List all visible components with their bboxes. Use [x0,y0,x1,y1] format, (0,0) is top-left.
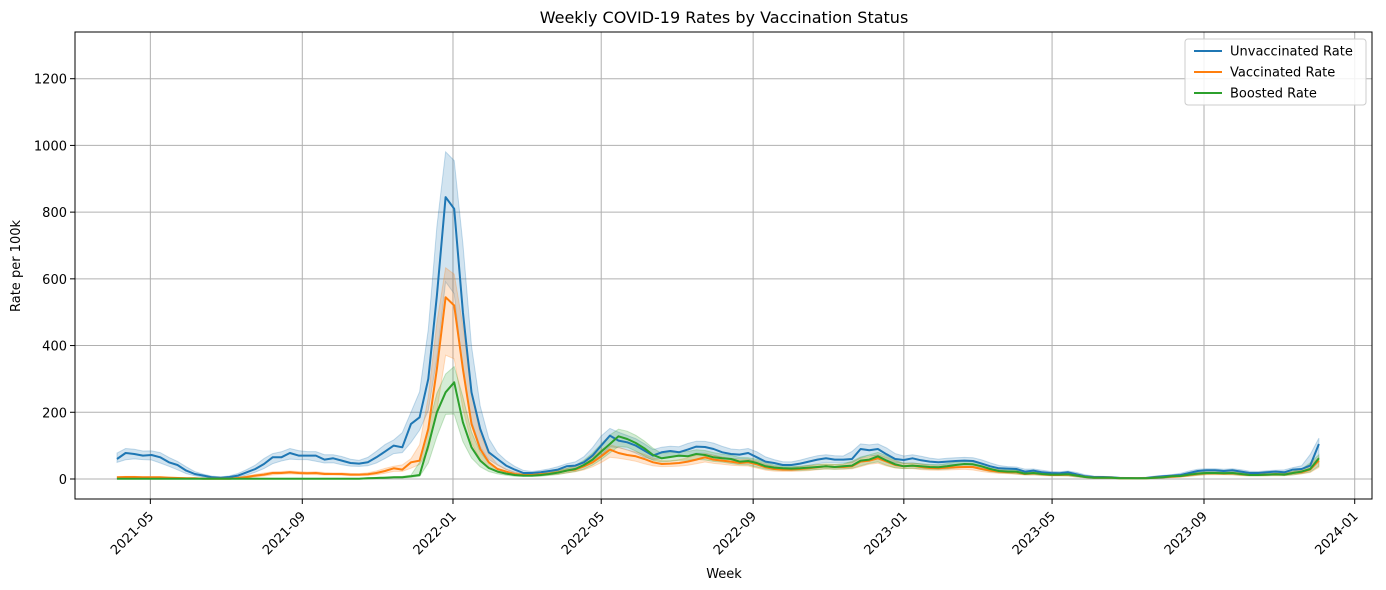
x-tick-label: 2023-05 [1010,509,1059,558]
legend-box [1184,38,1367,106]
x-tick-label: 2021-09 [260,509,309,558]
band-series-2 [116,365,1320,480]
legend: Unvaccinated Rate Vaccinated Rate Boosted … [1184,38,1367,106]
line-series-0 [116,196,1320,480]
y-tick-label: 1000 [34,139,67,154]
x-tick-label: 2022-09 [711,509,760,558]
x-tick-label: 2022-05 [559,509,608,558]
grid [75,32,1372,499]
legend-entry-label: Unvaccinated Rate [1230,45,1353,60]
y-axis-ticks: 0 200 400 600 800 1000 1200 [34,73,75,488]
confidence-bands [116,150,1320,480]
legend-entry-label: Boosted Rate [1230,87,1317,102]
x-tick-label: 2024-01 [1313,509,1362,558]
axes-frame [74,31,1373,500]
x-tick-label: 2021-05 [108,509,157,558]
y-tick-label: 800 [42,206,67,221]
x-axis-label: Week [706,567,742,582]
y-tick-label: 400 [42,340,67,355]
y-tick-label: 0 [59,473,67,488]
series-lines [116,196,1320,480]
legend-entry-label: Vaccinated Rate [1230,66,1335,81]
y-axis-label: Rate per 100k [9,220,24,312]
line-series-2 [117,381,1320,480]
y-tick-label: 200 [42,406,67,421]
x-tick-label: 2023-09 [1162,509,1211,558]
y-tick-label: 1200 [34,73,67,88]
chart-title: Weekly COVID-19 Rates by Vaccination Sta… [540,8,909,27]
y-tick-label: 600 [42,273,67,288]
band-series-0 [116,150,1320,480]
x-tick-label: 2023-01 [862,509,911,558]
x-tick-label: 2022-01 [411,509,460,558]
x-axis-ticks: 2021-05 2021-09 2022-01 2022-05 2022-09 2023-… [108,499,1362,558]
